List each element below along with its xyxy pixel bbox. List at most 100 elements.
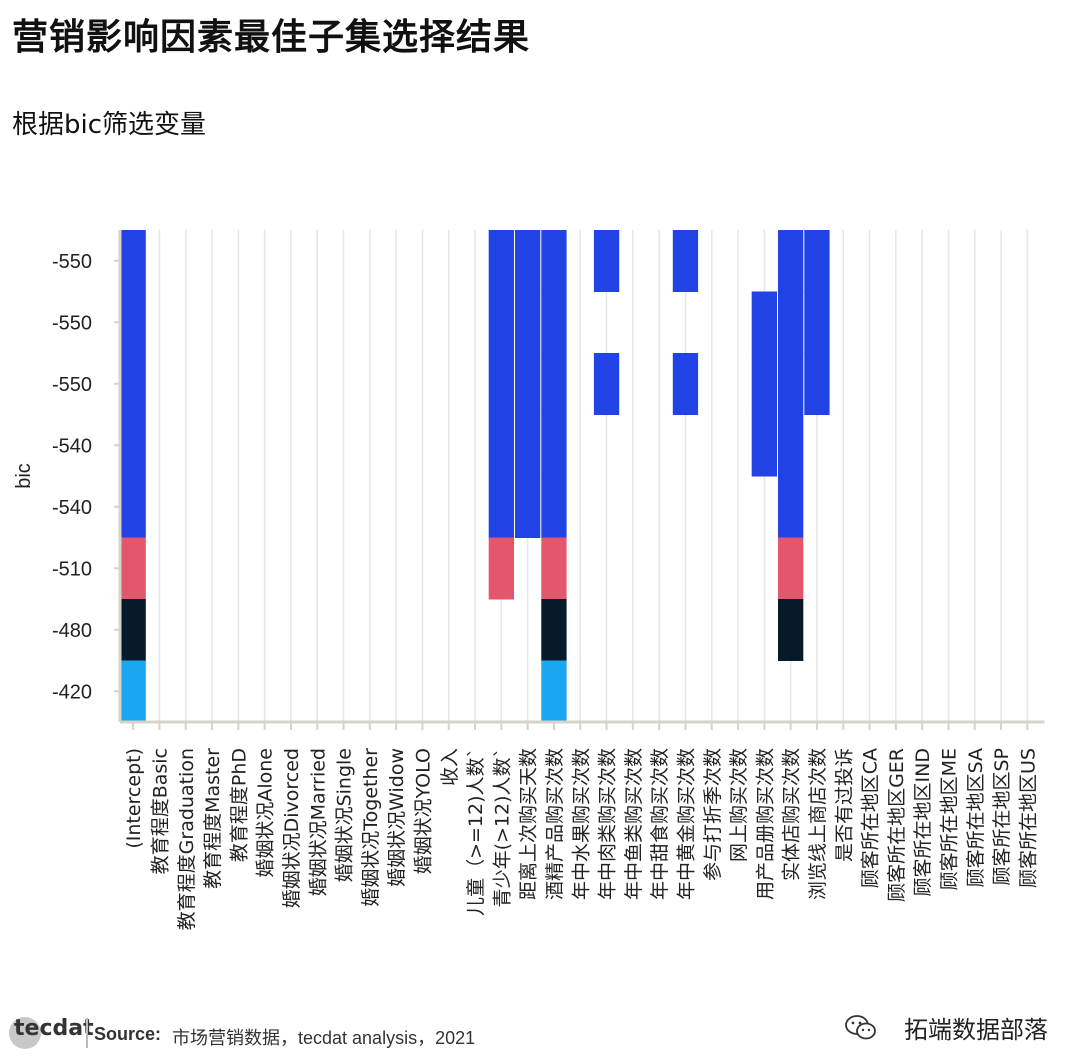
watermark: 拓端数据部落 bbox=[904, 1016, 1048, 1044]
chart-subtitle: 根据bic筛选变量 bbox=[12, 110, 207, 140]
heatmap-cell bbox=[488, 230, 514, 292]
axes bbox=[114, 230, 1045, 730]
heatmap-cell bbox=[515, 414, 541, 477]
heatmap-cell bbox=[515, 291, 541, 354]
x-tick-label: 婚姻状况Single bbox=[334, 748, 356, 882]
x-tick-label: 年中水果购买次数 bbox=[570, 748, 592, 900]
heatmap-cell bbox=[515, 353, 541, 415]
y-axis-label: bic bbox=[13, 463, 35, 489]
x-tick-label: 浏览线上商店次数 bbox=[807, 748, 829, 900]
heatmap-cell bbox=[672, 230, 699, 292]
x-tick-label: (Intercept) bbox=[123, 748, 145, 849]
x-tick-label: 年中甜食购买次数 bbox=[649, 748, 671, 900]
wechat-icon bbox=[845, 1015, 876, 1040]
x-tick-label: 参与打折季次数 bbox=[702, 748, 724, 881]
y-tick-label: -510 bbox=[52, 558, 92, 580]
heatmap-cell bbox=[120, 476, 146, 538]
x-tick-label: 距离上次购买天数 bbox=[518, 748, 540, 900]
heatmap-cell bbox=[488, 353, 514, 415]
bic-heatmap-chart: -550 -550 -550 -540 -540 -510 -480 -420 (Interc… bbox=[13, 230, 1045, 931]
x-tick-label: 顾客所在地区CA bbox=[860, 748, 882, 888]
x-tick-label: 实体店购买次数 bbox=[781, 748, 803, 881]
heatmap-cell bbox=[120, 414, 146, 477]
heatmap-cell bbox=[778, 476, 804, 538]
x-tick-label: 教育程度PhD bbox=[228, 748, 250, 862]
heatmap-cells bbox=[120, 230, 830, 723]
heatmap-cell bbox=[751, 414, 777, 477]
y-tick-label: -550 bbox=[52, 374, 92, 396]
heatmap-cell bbox=[541, 353, 567, 415]
x-tick-label: 是否有过投诉 bbox=[833, 748, 855, 862]
x-tick-label: 年中黄金购买次数 bbox=[675, 748, 697, 900]
heatmap-cell bbox=[804, 291, 830, 354]
y-tick-labels: -550 -550 -550 -540 -540 -510 -480 -420 bbox=[52, 251, 92, 704]
heatmap-cell bbox=[120, 537, 146, 600]
x-tick-label: 网上购买次数 bbox=[728, 748, 750, 862]
x-tick-label: 年中鱼类购买次数 bbox=[623, 748, 645, 900]
y-tick-label: -480 bbox=[52, 620, 92, 642]
heatmap-cell bbox=[488, 414, 514, 477]
heatmap-cell bbox=[672, 353, 699, 415]
heatmap-cell bbox=[488, 476, 514, 538]
x-tick-label: 顾客所在地区ME bbox=[938, 748, 960, 890]
heatmap-cell bbox=[778, 230, 804, 292]
x-tick-label: 收入 bbox=[439, 748, 461, 786]
heatmap-cell bbox=[778, 599, 804, 661]
x-tick-label: 酒精产品购买次数 bbox=[544, 748, 566, 900]
x-tick-label: 顾客所在地区IND bbox=[912, 748, 934, 896]
heatmap-cell bbox=[488, 537, 514, 600]
heatmap-cell bbox=[515, 230, 541, 292]
source-text: 市场营销数据，tecdat analysis，2021 bbox=[172, 1028, 476, 1048]
footer: tecdat Source: 市场营销数据，tecdat analysis，20… bbox=[0, 1010, 1080, 1060]
x-tick-label: 婚姻状况Widow bbox=[386, 748, 408, 887]
x-tick-label: 婚姻状况Together bbox=[360, 748, 382, 907]
heatmap-cell bbox=[778, 291, 804, 354]
heatmap-cell bbox=[541, 476, 567, 538]
heatmap-cell bbox=[120, 660, 146, 723]
x-tick-label: 教育程度Graduation bbox=[176, 748, 198, 930]
heatmap-cell bbox=[120, 599, 146, 661]
x-tick-label: 顾客所在地区SP bbox=[991, 748, 1013, 886]
heatmap-cell bbox=[541, 291, 567, 354]
x-tick-labels: (Intercept) 教育程度Basic 教育程度Graduation 教育程度Ma… bbox=[123, 748, 1039, 931]
heatmap-cell bbox=[541, 414, 567, 477]
source-label: Source: bbox=[94, 1024, 162, 1044]
heatmap-cell bbox=[541, 230, 567, 292]
heatmap-cell bbox=[541, 660, 567, 723]
heatmap-cell bbox=[804, 230, 830, 292]
x-tick-label: 顾客所在地区US bbox=[1017, 748, 1039, 888]
footer-divider bbox=[86, 1018, 88, 1048]
tecdat-logo bbox=[9, 1017, 41, 1049]
x-tick-label: 婚姻状况Divorced bbox=[281, 748, 303, 908]
gridlines bbox=[132, 230, 1029, 722]
chart-title: 营销影响因素最佳子集选择结果 bbox=[12, 17, 531, 58]
x-tick-label: 青少年(>12)人数` bbox=[491, 748, 513, 907]
y-tick-label: -550 bbox=[52, 312, 92, 334]
x-tick-label: 儿童（>=12)人数` bbox=[465, 748, 487, 916]
logo-text: tecdat bbox=[14, 1016, 94, 1041]
x-tick-label: 婚姻状况Alone bbox=[255, 748, 277, 878]
x-tick-label: 婚姻状况YOLO bbox=[412, 748, 434, 874]
heatmap-cell bbox=[515, 476, 541, 538]
x-tick-label: 用产品册购买次数 bbox=[754, 748, 776, 900]
heatmap-cell bbox=[488, 291, 514, 354]
heatmap-cell bbox=[778, 537, 804, 600]
y-tick-label: -550 bbox=[52, 251, 92, 273]
heatmap-cell bbox=[778, 414, 804, 477]
y-tick-label: -540 bbox=[52, 435, 92, 457]
heatmap-cell bbox=[120, 230, 146, 292]
heatmap-cell bbox=[593, 230, 620, 292]
heatmap-cell bbox=[804, 353, 830, 415]
heatmap-cell bbox=[120, 291, 146, 354]
heatmap-cell bbox=[541, 537, 567, 600]
x-tick-label: 顾客所在地区SA bbox=[965, 748, 987, 887]
heatmap-cell bbox=[541, 599, 567, 661]
y-tick-label: -540 bbox=[52, 497, 92, 519]
heatmap-cell bbox=[751, 291, 777, 354]
x-tick-label: 年中肉类购买次数 bbox=[597, 748, 619, 900]
x-tick-label: 教育程度Basic bbox=[149, 748, 171, 874]
heatmap-cell bbox=[751, 353, 777, 415]
y-tick-label: -420 bbox=[52, 681, 92, 703]
x-tick-label: 婚姻状况Married bbox=[307, 748, 329, 896]
x-tick-label: 顾客所在地区GER bbox=[886, 748, 908, 902]
